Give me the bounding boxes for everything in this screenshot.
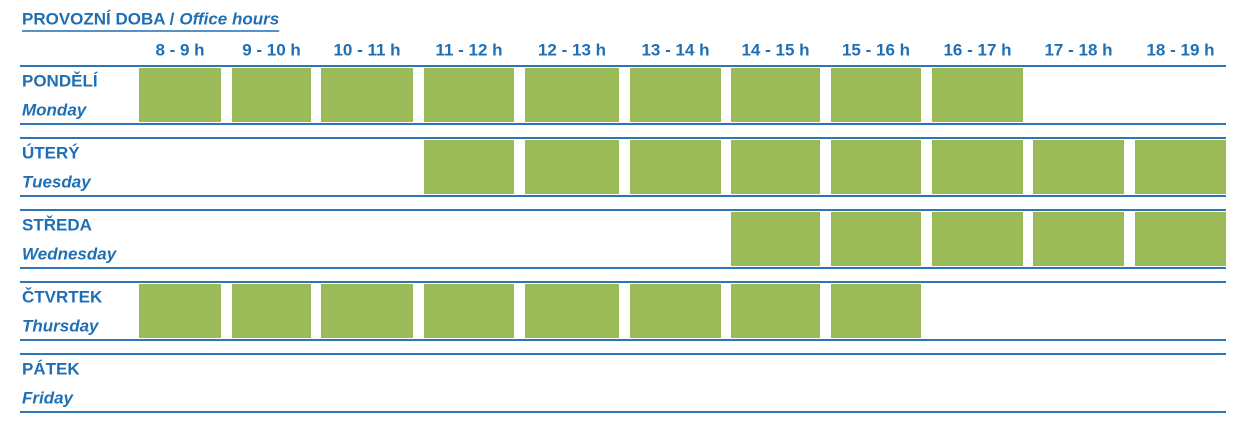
open-slot bbox=[424, 140, 514, 194]
hour-header: 17 - 18 h bbox=[1044, 40, 1112, 59]
open-slot bbox=[831, 284, 921, 338]
title-en: Office hours bbox=[179, 9, 279, 28]
open-slot bbox=[932, 68, 1023, 122]
hour-header: 8 - 9 h bbox=[155, 40, 204, 59]
open-slot bbox=[1135, 140, 1226, 194]
open-slot bbox=[424, 284, 514, 338]
day-name: PÁTEK bbox=[22, 359, 80, 378]
day-name: STŘEDA bbox=[22, 215, 92, 234]
open-slot bbox=[232, 284, 311, 338]
open-slot bbox=[321, 284, 413, 338]
hour-header: 11 - 12 h bbox=[435, 40, 502, 59]
open-slot bbox=[1033, 140, 1124, 194]
open-slot bbox=[831, 140, 921, 194]
open-slot bbox=[424, 68, 514, 122]
hour-header: 16 - 17 h bbox=[943, 40, 1011, 59]
open-slot bbox=[139, 68, 221, 122]
hour-header: 18 - 19 h bbox=[1146, 40, 1214, 59]
day-name-en: Monday bbox=[22, 100, 88, 119]
title: PROVOZNÍ DOBA / bbox=[22, 9, 175, 28]
open-slot bbox=[731, 284, 820, 338]
open-slot bbox=[731, 68, 820, 122]
open-slot bbox=[525, 284, 619, 338]
day-name-en: Thursday bbox=[22, 316, 100, 335]
open-slot bbox=[630, 140, 721, 194]
day-name-en: Tuesday bbox=[22, 172, 92, 191]
day-name: ÚTERÝ bbox=[22, 143, 80, 162]
hour-header: 13 - 14 h bbox=[641, 40, 709, 59]
open-slot bbox=[932, 212, 1023, 266]
open-slot bbox=[525, 140, 619, 194]
day-name-en: Friday bbox=[22, 388, 75, 407]
open-slot bbox=[831, 68, 921, 122]
open-slot bbox=[139, 284, 221, 338]
open-slot bbox=[1135, 212, 1226, 266]
open-slot bbox=[731, 212, 820, 266]
hour-header: 15 - 16 h bbox=[842, 40, 910, 59]
hour-header: 12 - 13 h bbox=[538, 40, 606, 59]
day-name: ČTVRTEK bbox=[22, 287, 103, 306]
day-name: PONDĚLÍ bbox=[22, 71, 99, 90]
open-slot bbox=[630, 284, 721, 338]
hour-header: 9 - 10 h bbox=[242, 40, 301, 59]
open-slot bbox=[1033, 212, 1124, 266]
day-name-en: Wednesday bbox=[22, 244, 118, 263]
open-slot bbox=[321, 68, 413, 122]
open-slot bbox=[630, 68, 721, 122]
hour-header: 14 - 15 h bbox=[741, 40, 809, 59]
open-slot bbox=[525, 68, 619, 122]
open-slot bbox=[731, 140, 820, 194]
hour-header: 10 - 11 h bbox=[333, 40, 400, 59]
open-slot bbox=[932, 140, 1023, 194]
open-slot bbox=[232, 68, 311, 122]
open-slot bbox=[831, 212, 921, 266]
